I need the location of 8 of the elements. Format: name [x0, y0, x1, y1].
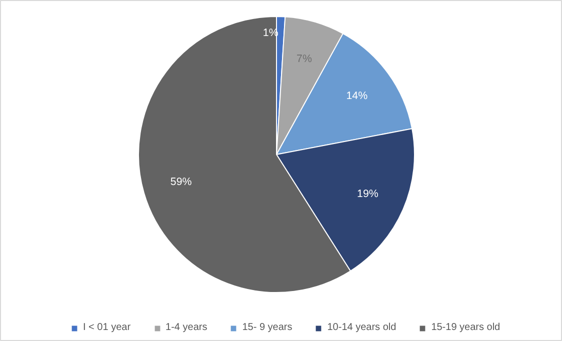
data-label: 14%	[346, 90, 368, 102]
legend-label: 1-4 years	[166, 322, 208, 333]
data-label: 59%	[170, 176, 192, 188]
legend-label: 15- 9 years	[242, 322, 292, 333]
legend-label: 10-14 years old	[327, 322, 396, 333]
legend-label: I < 01 year	[83, 322, 131, 333]
data-label: 19%	[357, 188, 379, 200]
legend-label: 15-19 years old	[431, 322, 500, 333]
